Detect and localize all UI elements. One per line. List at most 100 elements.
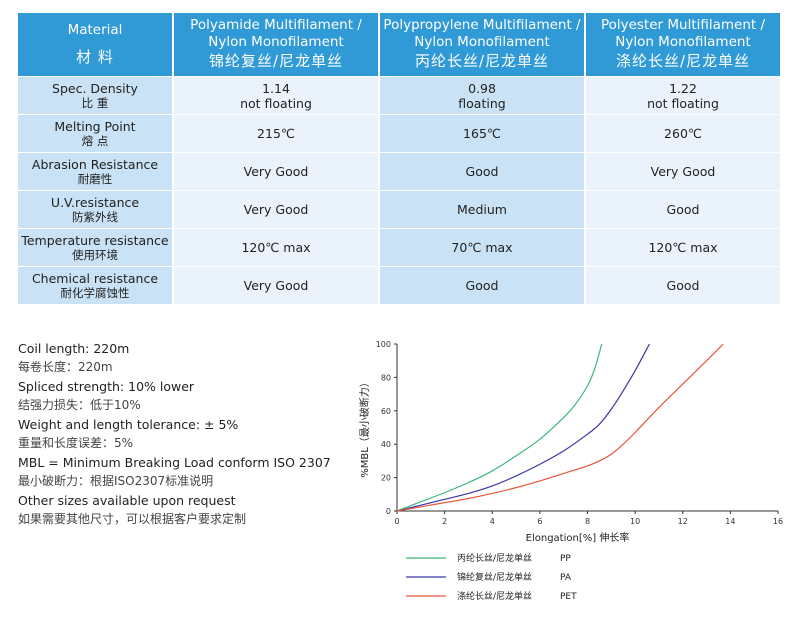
specification-notes: Coil length: 220m 每卷长度：220m Spliced stre… — [18, 339, 348, 529]
table-cell: 120℃ max — [173, 228, 380, 267]
note-line: 结强力损失：低于10% — [18, 398, 141, 412]
note-line: Coil length: 220m — [18, 341, 130, 356]
x-tick-label: 8 — [585, 517, 590, 526]
note-line: 每卷长度：220m — [18, 360, 113, 374]
y-tick-label: 40 — [381, 440, 391, 449]
header-label-en: Polyamide Multifilament / Nylon Monofila… — [190, 17, 362, 50]
table-cell: 1.14 not floating — [173, 76, 380, 115]
cell-value: 1.14 — [262, 80, 290, 96]
header-polyester: Polyester Multifilament / Nylon Monofila… — [585, 13, 780, 77]
row-label-cn: 使用环境 — [72, 247, 118, 262]
note-line: MBL = Minimum Breaking Load conform ISO … — [18, 455, 331, 470]
row-label-en: Melting Point — [54, 118, 136, 134]
table-cell: Good — [585, 190, 780, 229]
y-tick-label: 20 — [381, 474, 391, 483]
table-row: Chemical resistance 耐化学腐蚀性 Very Good Good… — [18, 266, 780, 304]
legend-label-series: PP — [560, 554, 571, 564]
row-label-en: Temperature resistance — [21, 232, 169, 248]
table-row: Temperature resistance 使用环境 120℃ max 70℃ … — [18, 228, 780, 267]
x-tick-label: 6 — [537, 517, 542, 526]
note-line: Spliced strength: 10% lower — [18, 379, 195, 394]
table-row: U.V.resistance 防紫外线 Very Good Medium Good — [18, 190, 780, 229]
note-line: Other sizes available upon request — [18, 493, 236, 508]
x-tick-label: 12 — [678, 517, 688, 526]
x-tick-label: 10 — [630, 517, 640, 526]
table-cell: Very Good — [173, 152, 380, 191]
series-line-pet — [396, 343, 724, 512]
header-label-en: Polyester Multifilament / Nylon Monofila… — [600, 17, 766, 50]
row-label: Abrasion Resistance 耐磨性 — [18, 152, 174, 191]
row-label: Temperature resistance 使用环境 — [18, 228, 174, 267]
legend-label-cn: 丙纶长丝/尼龙单丝 — [457, 552, 532, 564]
row-label-cn: 防紫外线 — [72, 209, 118, 224]
cell-value: 1.22 — [669, 80, 697, 96]
cell-value: 0.98 — [468, 80, 496, 96]
row-label-en: Chemical resistance — [31, 270, 159, 286]
table-cell: 0.98 floating — [379, 76, 586, 115]
header-polyamide: Polyamide Multifilament / Nylon Monofila… — [173, 13, 380, 77]
header-material: Material 材 料 — [18, 13, 174, 77]
table-cell: 215℃ — [173, 114, 380, 153]
y-tick-label: 0 — [386, 507, 391, 516]
x-tick-label: 4 — [490, 517, 495, 526]
header-label-en: Polypropylene Multifilament / Nylon Mono… — [383, 17, 581, 50]
table-cell: Very Good — [173, 190, 380, 229]
row-label: Spec. Density 比 重 — [18, 76, 174, 115]
table-row: Abrasion Resistance 耐磨性 Very Good Good Ve… — [18, 152, 780, 191]
material-comparison-table: Material 材 料 Polyamide Multifilament / N… — [18, 13, 780, 304]
y-axis-label: %MBL（最小破断力） — [358, 377, 371, 478]
note-line: Weight and length tolerance: ± 5% — [18, 417, 239, 432]
table-cell: 1.22 not floating — [585, 76, 780, 115]
header-label-cn: 丙纶长丝/尼龙单丝 — [414, 52, 550, 70]
table-cell: Good — [379, 266, 586, 304]
note-line: 如果需要其他尺寸，可以根据客户要求定制 — [18, 512, 247, 526]
series-line-pa — [396, 343, 650, 512]
header-label-cn: 涤纶长丝/尼龙单丝 — [615, 52, 751, 70]
y-tick-label: 100 — [376, 340, 391, 349]
cell-note: floating — [458, 95, 506, 111]
x-axis-label: Elongation[%] 伸长率 — [526, 531, 630, 544]
legend-label-cn: 锦纶复丝/尼龙单丝 — [457, 571, 532, 583]
table-cell: 165℃ — [379, 114, 586, 153]
row-label: Chemical resistance 耐化学腐蚀性 — [18, 266, 174, 304]
row-label-cn: 熔 点 — [81, 133, 109, 148]
legend-label-series: PET — [560, 592, 577, 602]
table-cell: 260℃ — [585, 114, 780, 153]
table-header-row: Material 材 料 Polyamide Multifilament / N… — [18, 13, 780, 77]
table-cell: Good — [585, 266, 780, 304]
x-tick-label: 0 — [394, 517, 399, 526]
y-tick-label: 80 — [381, 373, 391, 382]
table-cell: 70℃ max — [379, 228, 586, 267]
row-label: Melting Point 熔 点 — [18, 114, 174, 153]
x-tick-label: 16 — [773, 517, 783, 526]
y-tick-label: 60 — [381, 407, 391, 416]
x-tick-label: 14 — [725, 517, 735, 526]
table-cell: Very Good — [585, 152, 780, 191]
note-line: 重量和长度误差：5% — [18, 436, 134, 450]
x-tick-label: 2 — [442, 517, 447, 526]
header-label-cn: 材 料 — [76, 47, 114, 66]
table-row: Melting Point 熔 点 215℃ 165℃ 260℃ — [18, 114, 780, 153]
table-cell: Very Good — [173, 266, 380, 304]
table-cell: Medium — [379, 190, 586, 229]
table-cell: Good — [379, 152, 586, 191]
cell-note: not floating — [647, 95, 719, 111]
series-line-pp — [396, 343, 603, 512]
table-row: Spec. Density 比 重 1.14 not floating 0.98 fl… — [18, 76, 780, 115]
legend-label-cn: 涤纶长丝/尼龙单丝 — [457, 590, 532, 602]
table-cell: 120℃ max — [585, 228, 780, 267]
header-label-en: Material — [67, 21, 123, 38]
note-line: 最小破断力：根据ISO2307标准说明 — [18, 474, 214, 488]
row-label-cn: 耐磨性 — [77, 171, 113, 186]
row-label-en: U.V.resistance — [50, 194, 140, 210]
row-label: U.V.resistance 防紫外线 — [18, 190, 174, 229]
row-label-cn: 耐化学腐蚀性 — [60, 285, 130, 300]
row-label-en: Abrasion Resistance — [31, 156, 159, 172]
header-polypropylene: Polypropylene Multifilament / Nylon Mono… — [379, 13, 586, 77]
elongation-chart: 0 20 40 60 80 100 0 2 4 6 8 10 12 14 16 Elongation[%] 伸… — [358, 340, 783, 602]
header-label-cn: 锦纶复丝/尼龙单丝 — [208, 52, 344, 70]
cell-note: not floating — [240, 95, 312, 111]
row-label-cn: 比 重 — [81, 95, 109, 110]
legend-label-series: PA — [560, 573, 572, 583]
row-label-en: Spec. Density — [52, 80, 138, 96]
